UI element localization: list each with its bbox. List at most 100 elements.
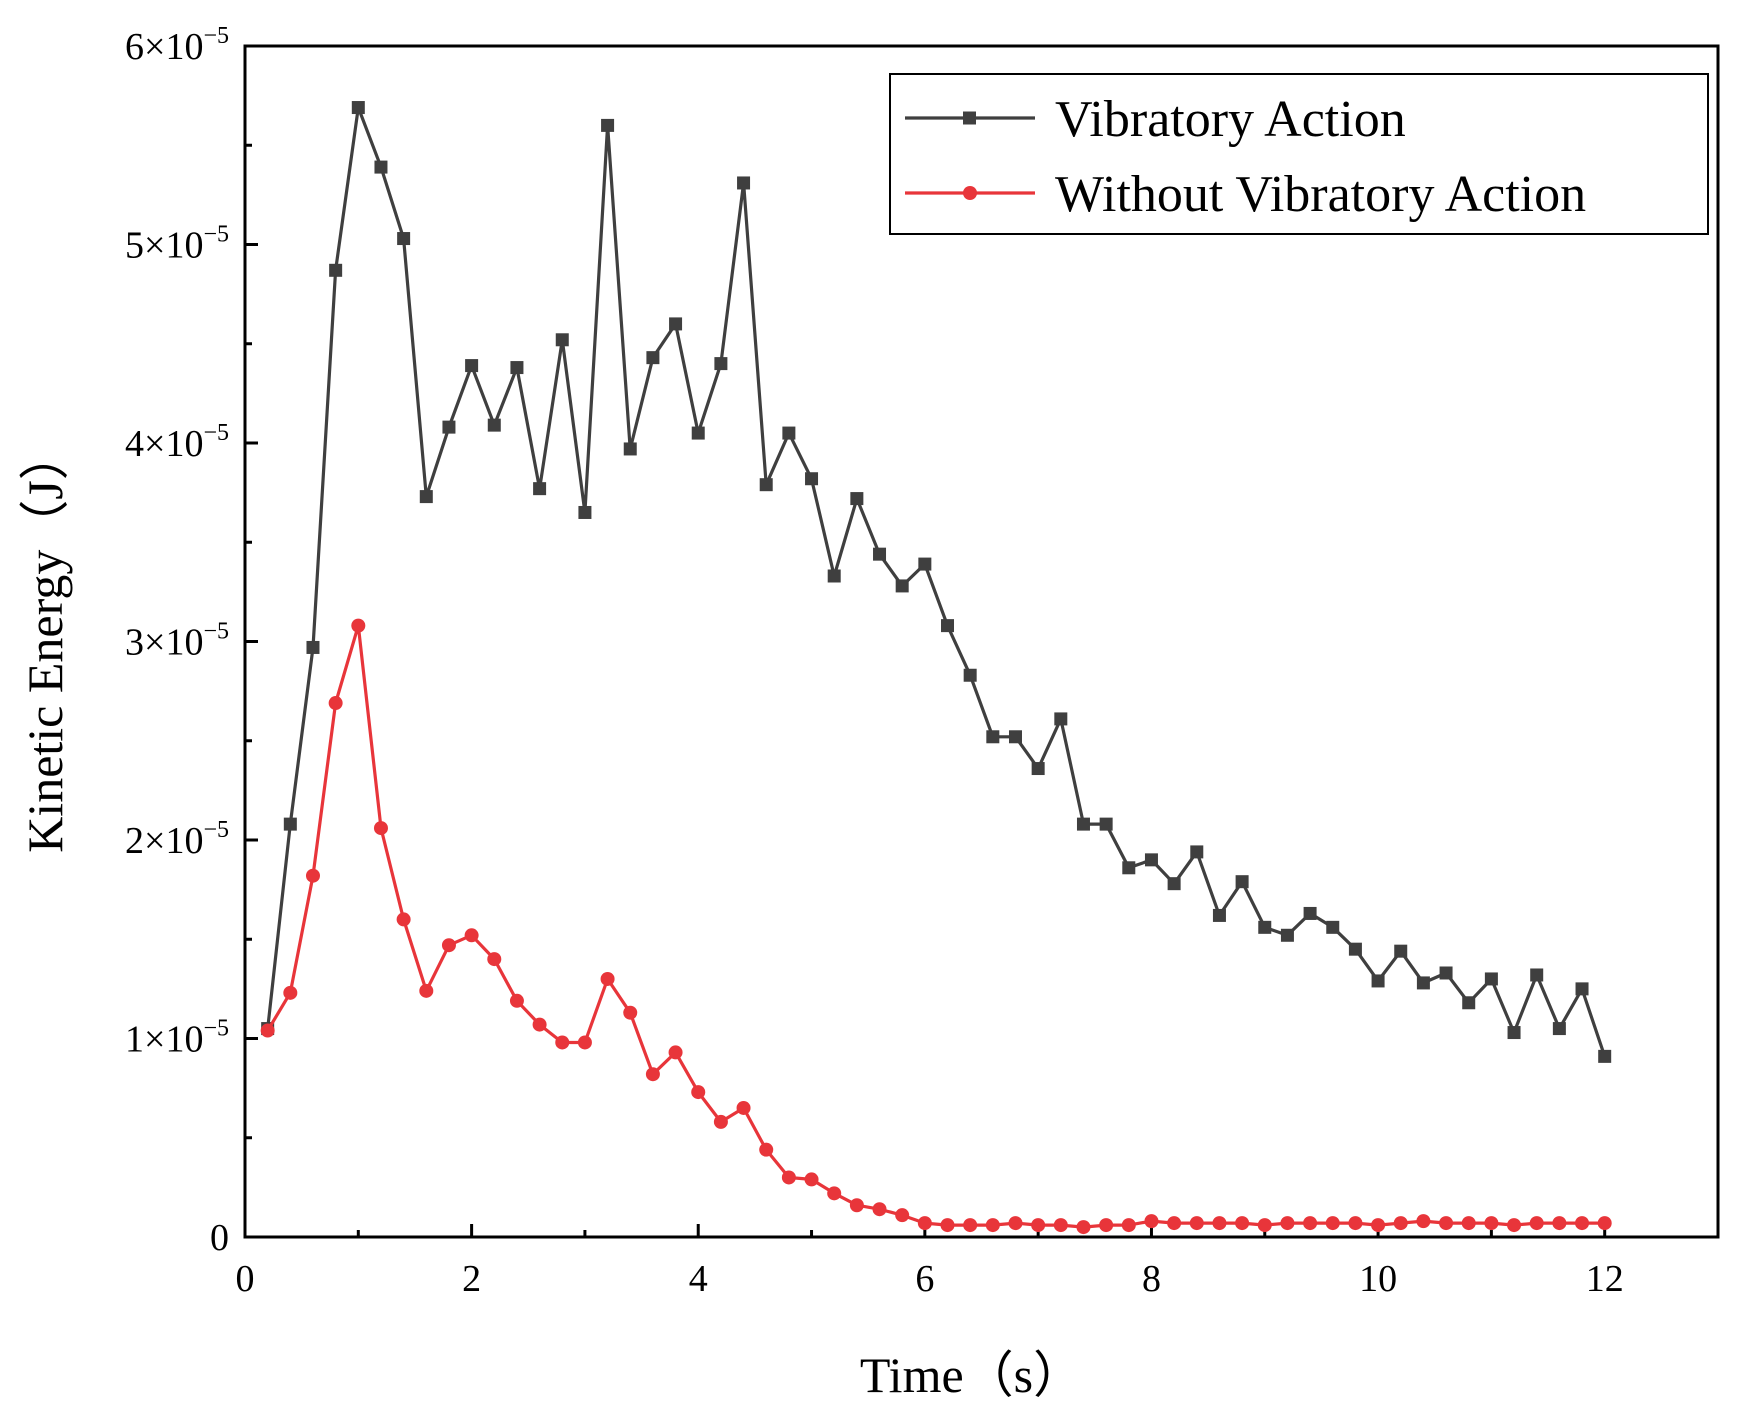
series-2-point — [872, 1202, 887, 1217]
series-2-point — [1235, 1216, 1250, 1231]
y-tick-exponent: −5 — [203, 222, 229, 248]
series-1-point — [986, 730, 1000, 744]
series-1-point — [397, 232, 411, 246]
series-2-point — [849, 1198, 864, 1213]
y-tick-mantissa: 0 — [210, 1217, 229, 1259]
series-2-point — [985, 1218, 1000, 1233]
series-2-point — [668, 1045, 683, 1060]
y-tick-label: 2×10−5 — [125, 817, 229, 862]
series-2-point — [1144, 1214, 1159, 1229]
series-1-point — [623, 442, 637, 456]
series-1-point — [1484, 972, 1498, 986]
series-1-point — [1212, 908, 1226, 922]
series-1-point — [1462, 996, 1476, 1010]
legend-marker-square — [963, 111, 976, 125]
series-1-point — [1099, 817, 1113, 831]
series-1-point — [442, 420, 456, 434]
series-1-point — [1598, 1049, 1612, 1063]
series-2-point — [1461, 1216, 1476, 1231]
series-2-point — [305, 868, 320, 883]
series-1-point — [465, 359, 479, 373]
y-tick-exponent: −5 — [203, 420, 229, 446]
series-1-point — [646, 351, 660, 365]
y-tick-mantissa: 1×10 — [125, 1019, 203, 1061]
series-1-point — [782, 426, 796, 440]
y-tick-label: 0 — [210, 1217, 229, 1259]
series-1-point — [941, 619, 955, 633]
y-tick-label: 3×10−5 — [125, 619, 229, 664]
series-2-point — [1393, 1216, 1408, 1231]
series-1-point — [850, 492, 864, 506]
series-2-point — [532, 1017, 547, 1032]
series-1-point — [1167, 877, 1181, 891]
series-1-point — [1507, 1026, 1521, 1040]
series-2-point — [396, 912, 411, 927]
series-2-point — [509, 993, 524, 1008]
series-2-point — [1303, 1216, 1318, 1231]
series-1-point — [1280, 928, 1294, 942]
series-2-point — [464, 928, 479, 943]
series-1-point — [283, 817, 297, 831]
series-1-point — [1348, 942, 1362, 956]
series-2-point — [691, 1085, 706, 1100]
series-1-point — [306, 640, 320, 654]
series-2-point — [577, 1035, 592, 1050]
series-1-point — [737, 176, 751, 190]
y-tick-mantissa: 2×10 — [125, 820, 203, 862]
y-tick-mantissa: 3×10 — [125, 622, 203, 664]
series-2-point — [827, 1186, 842, 1201]
series-1-point — [1054, 712, 1068, 726]
series-2-point — [1167, 1216, 1182, 1231]
series-2-point — [781, 1170, 796, 1185]
y-axis-title: Kinetic Energy（J） — [17, 430, 73, 853]
axes: 0 2 4 6 8 10 1201×10−52×10−53×10−54×10−55×10−5… — [17, 23, 1720, 1403]
series-1-point — [555, 333, 569, 347]
series-2-point — [1076, 1220, 1091, 1235]
x-tick-label: 0 — [236, 1258, 255, 1300]
series-2-point — [1031, 1218, 1046, 1233]
series-1-point — [1008, 730, 1022, 744]
series-2-point — [260, 1023, 275, 1038]
series-2-point — [1552, 1216, 1567, 1231]
series-2-point — [713, 1114, 728, 1129]
series-1-point — [1326, 920, 1340, 934]
series-line-2 — [266, 623, 1605, 1229]
series-2-point — [283, 985, 298, 1000]
series-line-1 — [266, 105, 1607, 1057]
series-1-point — [714, 357, 728, 371]
series-1-point — [691, 426, 705, 440]
series-1-point — [1258, 920, 1272, 934]
series-1-point — [1371, 974, 1385, 988]
series-2-point — [1507, 1218, 1522, 1233]
y-tick-mantissa: 5×10 — [125, 225, 203, 267]
series-2-point — [1053, 1218, 1068, 1233]
series-1-point — [578, 505, 592, 519]
series-1-point — [827, 569, 841, 583]
series-2-point — [373, 821, 388, 836]
series-1-point — [1031, 762, 1045, 776]
series-1-point — [963, 668, 977, 682]
legend-box — [889, 73, 1709, 235]
series-1-point — [533, 482, 547, 496]
series-2-point — [487, 952, 502, 967]
series-2-point — [1597, 1216, 1612, 1231]
series-1-point — [1439, 966, 1453, 980]
y-tick-exponent: −5 — [203, 1016, 229, 1042]
series-1-point — [351, 101, 365, 115]
series-2-point — [1484, 1216, 1499, 1231]
series-2-point — [1439, 1216, 1454, 1231]
series-1-point — [1416, 976, 1430, 990]
series-1-point — [1122, 861, 1136, 875]
series-1-point — [601, 118, 615, 132]
legend-label-1: Vibratory Action — [1055, 91, 1406, 148]
series-2-point — [1280, 1216, 1295, 1231]
x-axis-title: Time（s） — [860, 1347, 1083, 1403]
series-1-point — [374, 160, 388, 174]
series-1-point — [1303, 906, 1317, 920]
series-1-point — [669, 317, 683, 331]
series-2-point — [940, 1218, 955, 1233]
series-1-point — [918, 557, 932, 571]
series-1-point — [1552, 1022, 1566, 1036]
series-2-point — [1371, 1218, 1386, 1233]
series-1-point — [510, 361, 524, 375]
